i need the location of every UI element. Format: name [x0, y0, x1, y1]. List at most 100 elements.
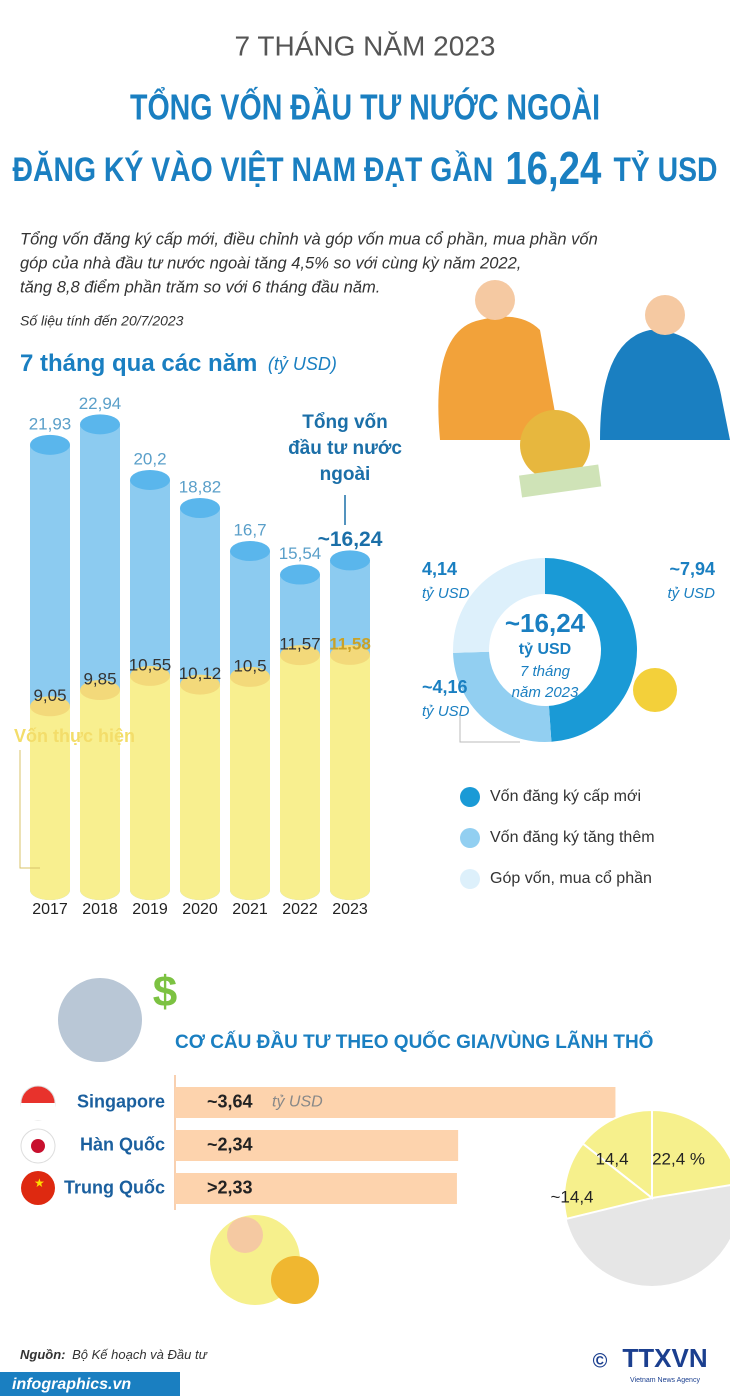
data-label: 11,57 — [279, 635, 320, 654]
data-unit: tỷ USD — [272, 1094, 323, 1111]
connector — [459, 715, 520, 743]
bar — [175, 1087, 616, 1118]
data-label: 22,4 % — [652, 1149, 705, 1168]
kicker: 7 THÁNG NĂM 2023 — [235, 30, 496, 61]
data-label: ~7,94 — [669, 559, 715, 579]
bar — [130, 675, 170, 890]
bar — [80, 690, 120, 890]
title-highlight: 16,24 — [505, 142, 601, 194]
chart-title: 7 tháng qua các năm (tỷ USD) — [20, 350, 337, 377]
pie-slice — [651, 1108, 730, 1200]
pie-slice — [563, 1142, 655, 1221]
source-text: Bộ Kế hoạch và Đầu tư — [72, 1347, 207, 1362]
donut-slice — [545, 558, 638, 742]
chart-title-text: 7 tháng qua các năm — [20, 350, 257, 377]
bar — [230, 676, 270, 890]
legend-swatch — [460, 869, 480, 889]
source-label: Nguồn: — [20, 1347, 65, 1362]
x-tick-label: 2018 — [82, 901, 118, 918]
pie-slice — [581, 1108, 653, 1201]
svg-text:$: $ — [153, 968, 177, 1017]
chart-unit: (tỷ USD) — [268, 354, 337, 374]
legend-label: Vốn đăng ký cấp mới — [490, 788, 641, 805]
bar — [30, 706, 70, 890]
center-value: ~16,24 — [505, 608, 586, 638]
x-tick-label: 2022 — [282, 901, 318, 918]
title-text: ĐĂNG KÝ VÀO VIỆT NAM ĐẠT GẦN — [13, 151, 494, 189]
bar-cap — [230, 540, 270, 561]
x-tick-label: 2020 — [182, 901, 218, 918]
center-year: năm 2023 — [512, 684, 579, 701]
bar-base — [180, 880, 220, 900]
data-label: 16,7 — [233, 520, 266, 539]
bar-cap — [280, 564, 320, 585]
x-tick-label: 2019 — [132, 901, 168, 918]
data-unit: tỷ USD — [422, 703, 470, 720]
data-label: 10,55 — [129, 655, 172, 674]
data-label: ~2,34 — [207, 1134, 253, 1154]
bar-cap — [330, 644, 370, 665]
bar-cap — [30, 696, 70, 717]
site: infographics.vn — [12, 1376, 131, 1393]
bar-cap — [80, 414, 120, 435]
bar-base — [130, 880, 170, 900]
bar — [175, 1130, 459, 1161]
data-label: ~16,24 — [318, 528, 383, 551]
intro-line: tăng 8,8 điểm phần trăm so với 6 tháng đ… — [20, 278, 380, 296]
data-label: 14,4 — [595, 1149, 628, 1168]
bar-cap — [30, 434, 70, 455]
bar-base — [80, 880, 120, 900]
category-label: Singapore — [77, 1091, 165, 1111]
bar-cap — [230, 666, 270, 687]
data-label: 21,93 — [29, 414, 72, 433]
category-label: Trung Quốc — [64, 1177, 165, 1197]
data-label: 9,85 — [83, 670, 116, 689]
flag — [21, 1103, 55, 1120]
title-line: TỔNG VỐN ĐẦU TƯ NƯỚC NGOÀI — [130, 85, 600, 128]
intro-line: góp của nhà đầu tư nước ngoài tăng 4,5% … — [20, 254, 521, 272]
data-label: 18,82 — [179, 477, 222, 496]
data-label: 10,5 — [233, 656, 266, 675]
x-tick-label: 2017 — [32, 901, 68, 918]
data-label: ~14,4 — [550, 1187, 593, 1206]
chart-title: CƠ CẤU ĐẦU TƯ THEO QUỐC GIA/VÙNG LÃNH TH… — [175, 1031, 653, 1053]
bar — [180, 684, 220, 890]
bar-base — [230, 880, 270, 900]
category-label: Hàn Quốc — [80, 1134, 165, 1154]
bar-base — [330, 880, 370, 900]
copyright: © — [593, 1350, 608, 1372]
bar-cap — [80, 680, 120, 701]
data-label: ~3,64 — [207, 1091, 253, 1111]
data-label: 10,12 — [179, 664, 222, 683]
agency-sub: Vietnam News Agency — [630, 1377, 700, 1384]
illustration: $ — [58, 280, 730, 1305]
title-unit: TỶ USD — [613, 151, 717, 189]
bracket — [19, 750, 40, 869]
site-bar — [0, 1372, 180, 1396]
data-unit: tỷ USD — [667, 585, 715, 602]
intro-line: Tổng vốn đăng ký cấp mới, điều chỉnh và … — [20, 230, 598, 248]
series-name: Vốn thực hiện — [14, 726, 135, 746]
legend-label: Góp vốn, mua cổ phần — [490, 869, 652, 887]
data-label: 22,94 — [79, 394, 122, 413]
center-unit: tỷ USD — [519, 641, 571, 658]
donut-slice — [453, 651, 552, 742]
source: Nguồn: Bộ Kế hoạch và Đầu tư — [20, 1347, 208, 1362]
bar-base — [280, 880, 320, 900]
data-label: ~4,16 — [422, 677, 468, 697]
flag: ★ — [34, 1176, 45, 1190]
bar-cap — [130, 665, 170, 686]
data-label: 15,54 — [279, 544, 322, 563]
legend-swatch — [460, 828, 480, 848]
bar — [175, 1173, 457, 1204]
bar-cap — [280, 645, 320, 666]
donut-slice — [453, 558, 545, 653]
note: Số liệu tính đến 20/7/2023 — [20, 313, 184, 329]
data-label: 9,05 — [33, 686, 66, 705]
data-label: >2,33 — [207, 1177, 253, 1197]
agency: TTXVN — [622, 1343, 707, 1373]
data-unit: tỷ USD — [422, 585, 470, 602]
bar-cap — [180, 497, 220, 518]
bar — [330, 654, 370, 890]
